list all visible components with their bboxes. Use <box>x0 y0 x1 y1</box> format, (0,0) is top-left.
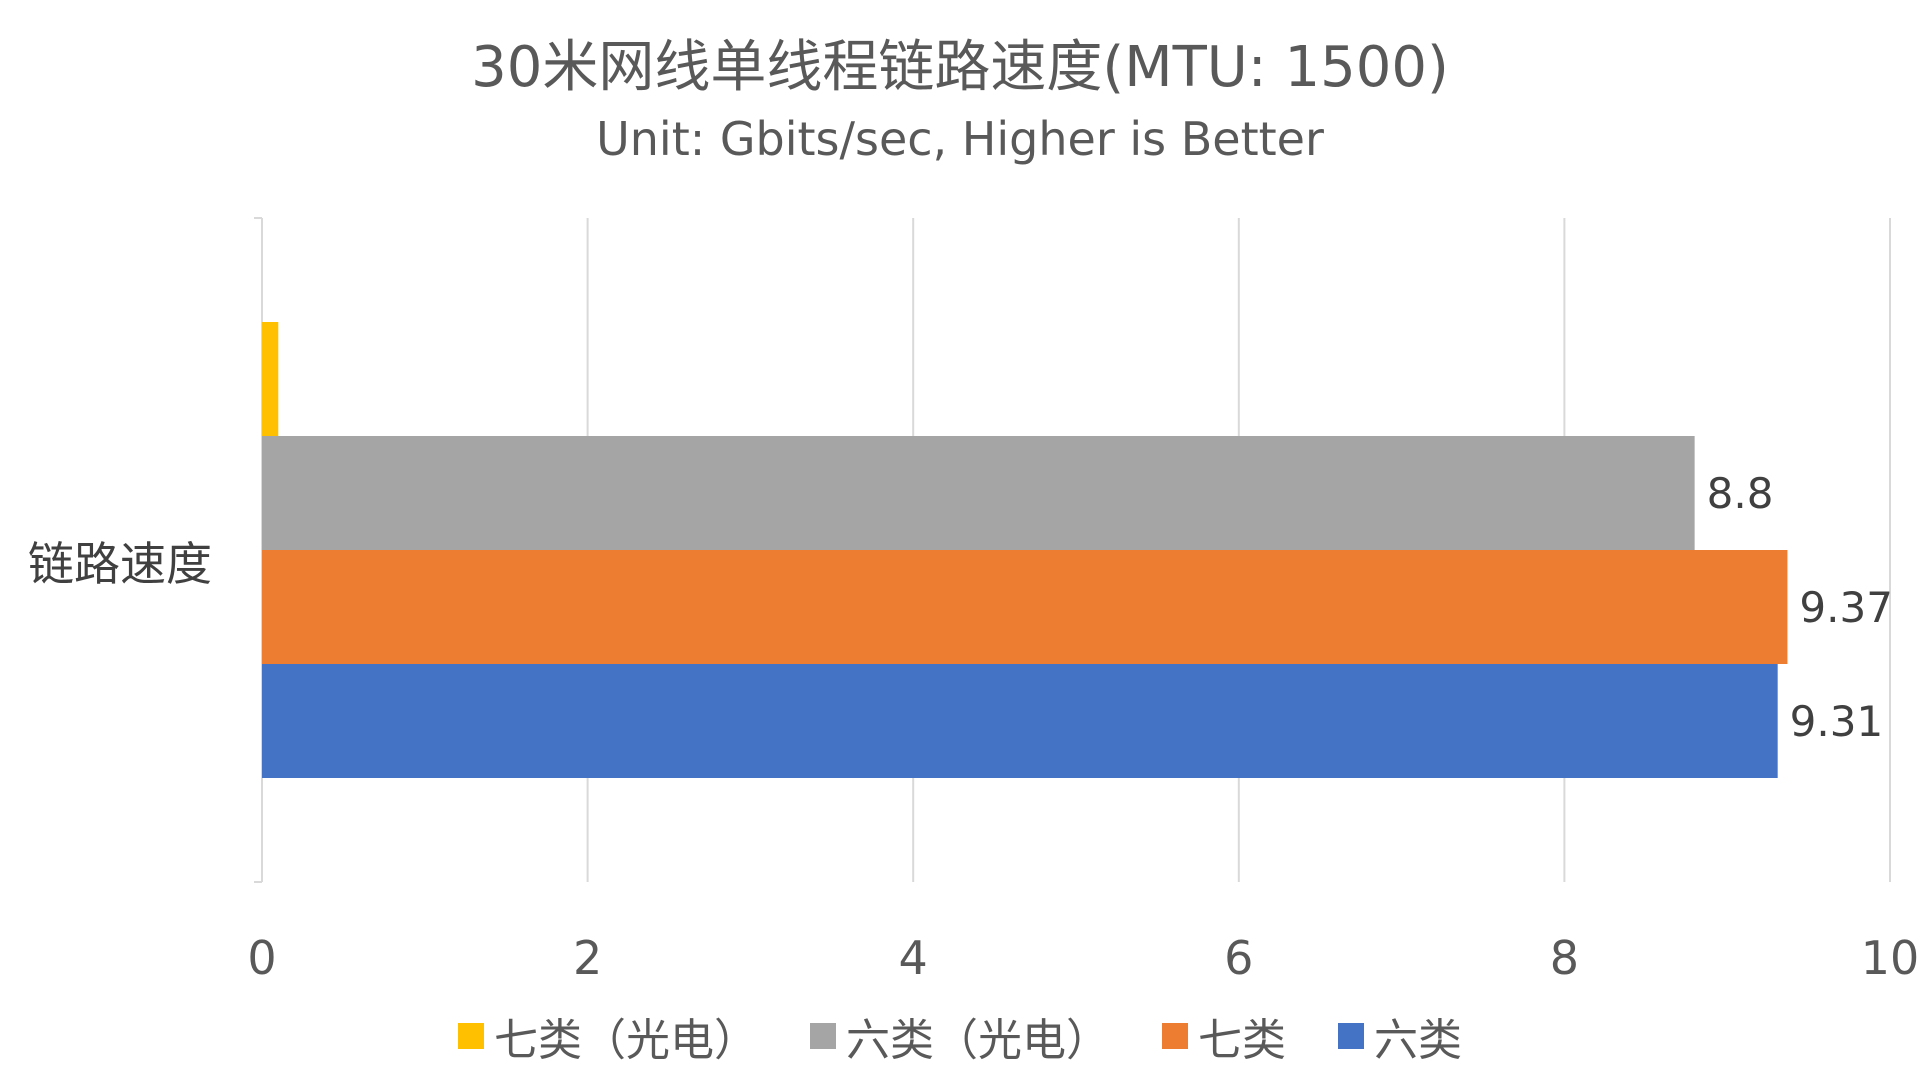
bar-2[interactable] <box>262 550 1788 664</box>
x-tick-label-10: 10 <box>1861 931 1920 985</box>
data-label-2: 9.37 <box>1799 583 1893 632</box>
legend-swatch-4 <box>1338 1023 1364 1049</box>
bar-3[interactable] <box>262 436 1695 550</box>
x-tick-label-2: 2 <box>573 931 602 985</box>
legend-item-1[interactable]: 七类（光电） <box>458 1004 758 1068</box>
legend-label-2: 六类（光电） <box>846 1015 1110 1066</box>
bar-4[interactable] <box>262 322 279 436</box>
legend-swatch-2 <box>810 1023 836 1049</box>
x-tick-label-8: 8 <box>1550 931 1579 985</box>
legend-swatch-1 <box>458 1023 484 1049</box>
category-label: 链路速度 <box>28 537 212 591</box>
legend-item-4[interactable]: 六类 <box>1338 1004 1462 1068</box>
legend-label-4: 六类 <box>1374 1015 1462 1066</box>
x-tick-label-6: 6 <box>1224 931 1253 985</box>
x-tick-label-0: 0 <box>247 931 276 985</box>
legend-label-1: 七类（光电） <box>494 1015 758 1066</box>
legend-swatch-3 <box>1162 1023 1188 1049</box>
data-label-1: 9.31 <box>1790 697 1884 746</box>
legend-label-3: 七类 <box>1198 1015 1286 1066</box>
chart-plot: 0 2 4 6 8 10 链路速度 9.31 9.37 8.8 <box>28 217 1920 985</box>
chart-title: 30米网线单线程链路速度(MTU: 1500) <box>471 35 1449 100</box>
legend-item-3[interactable]: 七类 <box>1162 1004 1286 1068</box>
chart-legend: 七类（光电） 六类（光电） 七类 六类 <box>0 1004 1920 1068</box>
data-label-3: 8.8 <box>1707 469 1774 518</box>
legend-item-2[interactable]: 六类（光电） <box>810 1004 1110 1068</box>
bar-1[interactable] <box>262 664 1778 778</box>
x-tick-label-4: 4 <box>899 931 928 985</box>
chart-subtitle: Unit: Gbits/sec, Higher is Better <box>596 112 1324 166</box>
